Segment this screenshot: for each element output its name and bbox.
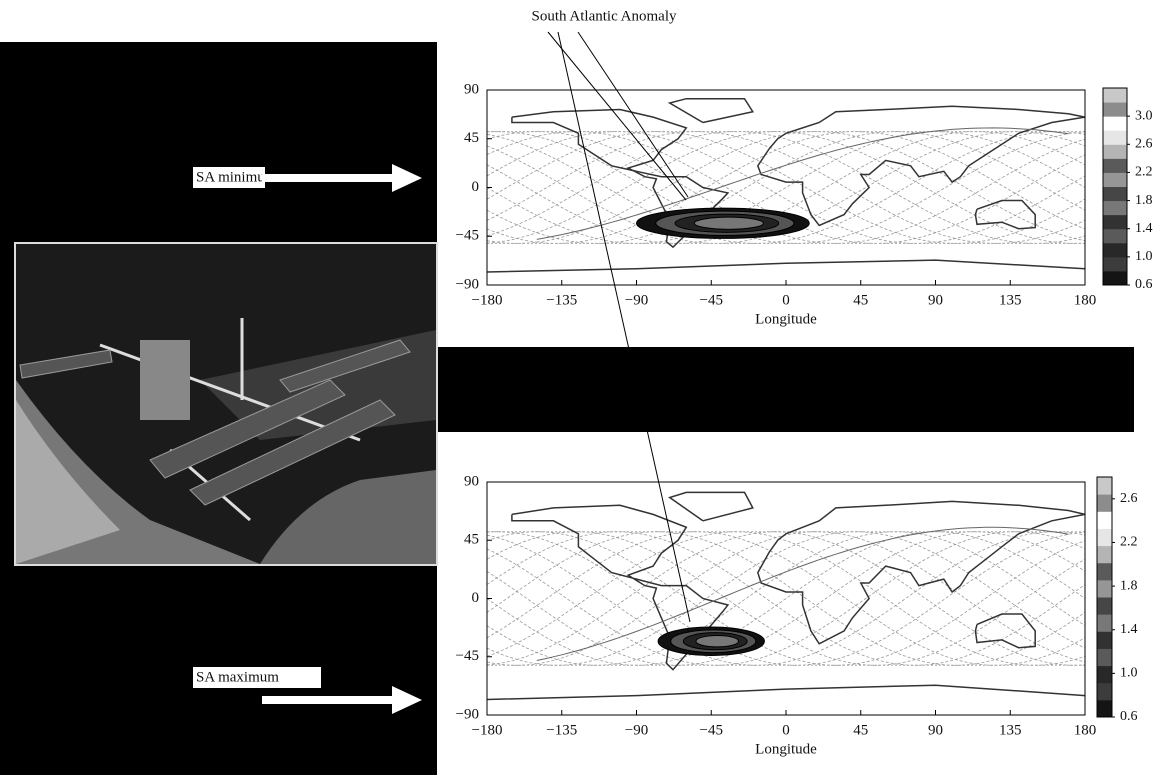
colorbar-step — [1097, 580, 1112, 598]
annotation: South Atlantic Anomaly — [532, 8, 677, 24]
x-tick-label: 45 — [853, 722, 868, 738]
colorbar-tick-label: 3.0 — [1135, 108, 1153, 123]
colorbar-step — [1097, 546, 1112, 564]
colorbar-tick-label: 2.2 — [1135, 165, 1153, 180]
colorbar-tick-label: 1.8 — [1120, 578, 1138, 593]
colorbar-step — [1103, 187, 1127, 202]
label: SA maximum — [196, 669, 279, 685]
colorbar-step — [1097, 648, 1112, 666]
colorbar-step — [1103, 257, 1127, 272]
colorbar-step — [1097, 597, 1112, 615]
colorbar-step — [1097, 511, 1112, 529]
x-tick-label: 0 — [782, 722, 790, 738]
colorbar-step — [1103, 144, 1127, 159]
colorbar-step — [1103, 215, 1127, 230]
page: {"annotation": "South Atlantic Anomaly",… — [0, 0, 1165, 780]
colorbar-tick-label: 1.0 — [1135, 249, 1153, 264]
coastline — [975, 614, 1035, 648]
x-tick-label: −180 — [472, 722, 503, 738]
x-tick-label: −180 — [472, 292, 503, 308]
colorbar-tick-label: 0.6 — [1120, 709, 1138, 724]
annotation-leaders — [548, 32, 690, 622]
colorbar-tick-label: 2.6 — [1135, 137, 1153, 152]
x-tick-label: −90 — [625, 292, 648, 308]
y-tick-label: 45 — [464, 532, 479, 548]
colorbar-step — [1097, 683, 1112, 701]
colorbar-step — [1097, 494, 1112, 512]
anomaly-contour — [696, 636, 739, 647]
anomaly-contour — [694, 217, 763, 229]
x-tick-label: 90 — [928, 722, 943, 738]
coastline — [670, 99, 753, 123]
colorbar-step — [1103, 271, 1127, 286]
y-tick-label: −90 — [456, 706, 479, 722]
figure: SA minimum SA maximum −180−135−90−450459… — [0, 0, 1165, 775]
colorbar-step — [1103, 201, 1127, 216]
y-tick-label: 45 — [464, 130, 479, 146]
colorbar-step — [1103, 102, 1127, 117]
y-tick-label: 0 — [472, 179, 480, 195]
colorbar-step — [1103, 130, 1127, 145]
colorbar-tick-label: 1.4 — [1120, 622, 1138, 637]
colorbar-step — [1097, 614, 1112, 632]
x-axis-title: Longitude — [755, 311, 817, 327]
x-tick-label: −90 — [625, 722, 648, 738]
x-tick-label: 180 — [1074, 292, 1097, 308]
x-tick-label: −45 — [700, 292, 723, 308]
x-tick-label: −135 — [546, 292, 577, 308]
plot-frame — [487, 90, 1085, 285]
colorbar-tick-label: 2.6 — [1120, 491, 1138, 506]
coastline — [487, 685, 1085, 699]
coastline — [670, 492, 753, 520]
x-tick-label: 90 — [928, 292, 943, 308]
colorbar-step — [1097, 563, 1112, 581]
x-tick-label: −135 — [546, 722, 577, 738]
colorbar-tick-label: 2.2 — [1120, 535, 1138, 550]
y-tick-label: 90 — [464, 473, 479, 489]
x-tick-label: 0 — [782, 292, 790, 308]
x-tick-label: 135 — [999, 722, 1022, 738]
y-tick-label: −45 — [456, 228, 479, 244]
coastline — [975, 201, 1035, 229]
colorbar-step — [1103, 243, 1127, 258]
x-tick-label: 135 — [999, 292, 1022, 308]
y-tick-label: −45 — [456, 648, 479, 664]
colorbar-step — [1103, 116, 1127, 131]
y-tick-label: 0 — [472, 590, 480, 606]
colorbar-tick-label: 1.8 — [1135, 193, 1153, 208]
colorbar-step — [1103, 172, 1127, 187]
colorbar-step — [1103, 229, 1127, 244]
colorbar-step — [1097, 631, 1112, 649]
station-photo — [15, 243, 437, 565]
x-axis-title: Longitude — [755, 741, 817, 757]
colorbar-step — [1103, 88, 1127, 103]
colorbar-step — [1097, 528, 1112, 546]
x-tick-label: 45 — [853, 292, 868, 308]
colorbar-step — [1097, 700, 1112, 718]
x-tick-label: 180 — [1074, 722, 1097, 738]
colorbar-step — [1097, 477, 1112, 495]
colorbar-tick-label: 0.6 — [1135, 277, 1153, 292]
y-tick-label: −90 — [456, 276, 479, 292]
x-tick-label: −45 — [700, 722, 723, 738]
coastline — [487, 260, 1085, 272]
y-tick-label: 90 — [464, 81, 479, 97]
colorbar-step — [1103, 158, 1127, 173]
colorbar-tick-label: 1.0 — [1120, 666, 1138, 681]
colorbar-step — [1097, 666, 1112, 684]
coastline — [758, 501, 1085, 643]
middle-band — [437, 347, 1134, 432]
colorbar-tick-label: 1.4 — [1135, 221, 1153, 236]
